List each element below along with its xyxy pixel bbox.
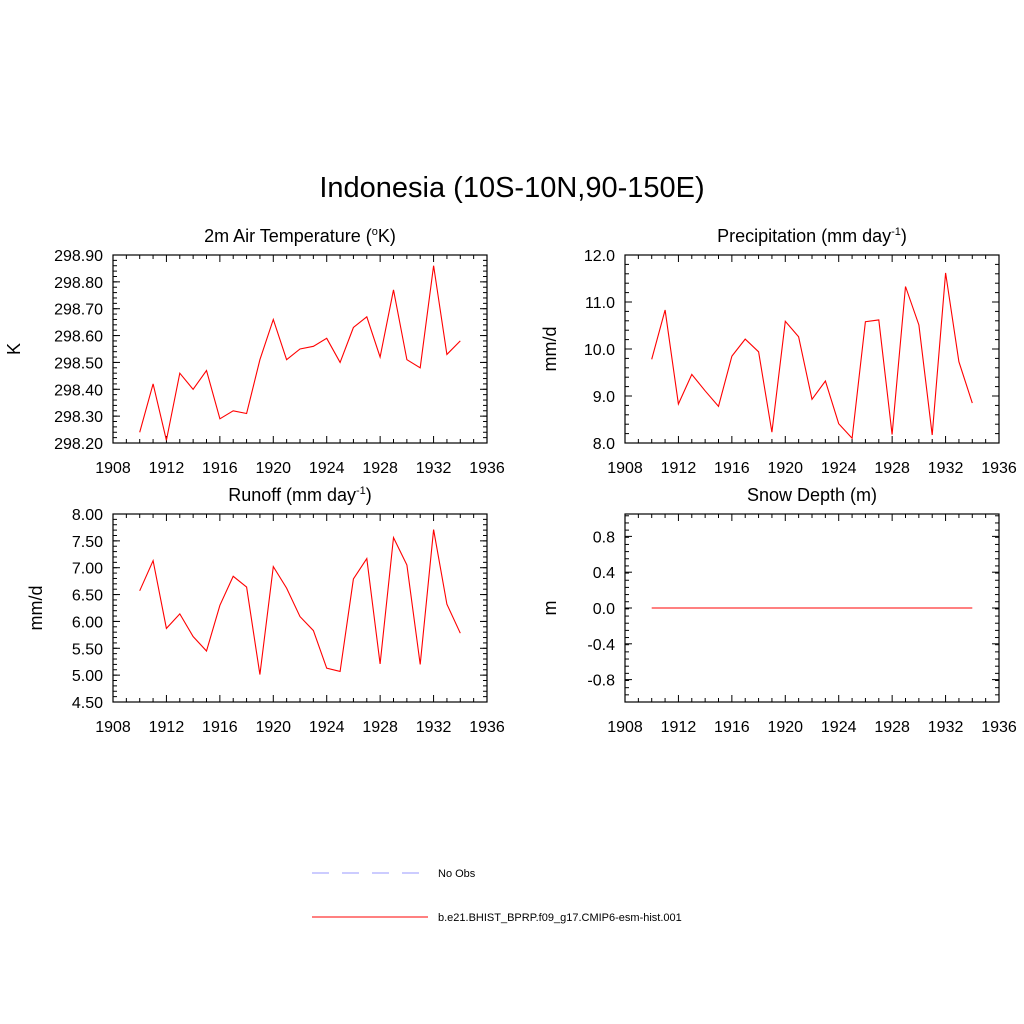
x-tick-label: 1932 (928, 460, 964, 477)
x-tick-label: 1924 (309, 719, 345, 736)
x-tick-label: 1936 (981, 719, 1017, 736)
y-axis-label: m (540, 601, 560, 616)
y-tick-label: 298.30 (54, 409, 103, 426)
y-tick-label: 0.8 (593, 529, 615, 546)
panel-title-text: Snow Depth (m) (747, 485, 877, 505)
y-tick-label: 7.00 (72, 561, 103, 578)
x-tick-label: 1936 (469, 719, 505, 736)
y-axis-label: mm/d (540, 327, 560, 372)
series-line (651, 272, 973, 440)
panel-title-text-end: K) (378, 226, 396, 246)
figure-title: Indonesia (10S-10N,90-150E) (319, 172, 705, 204)
x-tick-label: 1908 (95, 719, 131, 736)
y-tick-label: 0.4 (593, 565, 615, 582)
panel-title: Precipitation (mm day-1) (717, 226, 907, 246)
x-tick-label: 1912 (661, 719, 697, 736)
x-tick-label: 1928 (874, 460, 910, 477)
x-tick-label: 1932 (416, 460, 452, 477)
x-tick-label: 1924 (309, 460, 345, 477)
series-line (139, 529, 461, 675)
panel-title-superscript: o (372, 226, 378, 238)
y-tick-label: 8.0 (593, 436, 615, 453)
y-tick-label: 298.40 (54, 382, 103, 399)
y-tick-label: 298.80 (54, 275, 103, 292)
x-tick-label: 1924 (821, 719, 857, 736)
x-tick-label: 1920 (255, 460, 291, 477)
panel-title-text: Runoff (mm day (228, 485, 356, 505)
legend: No Obs b.e21.BHIST_BPRP.f09_g17.CMIP6-esm… (312, 868, 682, 924)
panel-3: Runoff (mm day-1) 1908 1912 1916 1920 1924 192… (26, 485, 505, 736)
panel-title-superscript: -1 (356, 485, 366, 497)
x-tick-label: 1920 (767, 719, 803, 736)
y-tick-label: -0.4 (587, 637, 615, 654)
y-axis-label: K (4, 343, 24, 355)
x-tick-label: 1912 (149, 460, 185, 477)
x-tick-label: 1908 (95, 460, 131, 477)
x-tick-label: 1916 (202, 460, 238, 477)
panel-title-text-end: ) (366, 485, 372, 505)
panel-title-text-end: ) (901, 226, 907, 246)
x-tick-label: 1912 (661, 460, 697, 477)
x-tick-label: 1928 (362, 460, 398, 477)
y-tick-label: 7.50 (72, 534, 103, 551)
x-tick-label: 1916 (202, 719, 238, 736)
x-tick-label: 1908 (607, 460, 643, 477)
x-tick-label: 1920 (255, 719, 291, 736)
panel-title-text: 2m Air Temperature ( (204, 226, 372, 246)
x-tick-label: 1932 (928, 719, 964, 736)
x-tick-label: 1928 (362, 719, 398, 736)
y-tick-label: 12.0 (584, 248, 615, 265)
panel-title-text: Precipitation (mm day (717, 226, 891, 246)
y-tick-label: -0.8 (587, 673, 615, 690)
y-tick-label: 298.70 (54, 302, 103, 319)
y-tick-label: 9.0 (593, 389, 615, 406)
y-tick-label: 298.20 (54, 436, 103, 453)
y-tick-label: 5.00 (72, 668, 103, 685)
panel-2: Precipitation (mm day-1) 1908 1912 1916 1920… (540, 226, 1017, 477)
series-line (139, 265, 461, 441)
x-tick-label: 1924 (821, 460, 857, 477)
y-tick-label: 298.60 (54, 329, 103, 346)
x-tick-label: 1920 (767, 460, 803, 477)
panel-title: Snow Depth (m) (747, 485, 877, 505)
panel-title: Runoff (mm day-1) (228, 485, 372, 505)
panel-4: Snow Depth (m) 1908 1912 1916 1920 1924 1928 19… (540, 485, 1017, 736)
y-tick-label: 298.90 (54, 248, 103, 265)
y-tick-label: 10.0 (584, 342, 615, 359)
y-tick-label: 298.50 (54, 355, 103, 372)
y-tick-label: 0.0 (593, 601, 615, 618)
plot-frame (624, 254, 1000, 444)
y-tick-label: 5.50 (72, 641, 103, 658)
x-tick-label: 1908 (607, 719, 643, 736)
panel-1: 2m Air Temperature (oK) 1908 1912 1916 1920 1… (4, 226, 505, 477)
y-tick-label: 6.50 (72, 588, 103, 605)
legend-label-2: b.e21.BHIST_BPRP.f09_g17.CMIP6-esm-hist.… (438, 912, 682, 924)
y-axis-label: mm/d (26, 586, 46, 631)
x-tick-label: 1916 (714, 460, 750, 477)
x-tick-label: 1912 (149, 719, 185, 736)
panel-title: 2m Air Temperature (oK) (204, 226, 396, 246)
y-tick-label: 11.0 (585, 295, 615, 312)
x-tick-label: 1936 (981, 460, 1017, 477)
x-tick-label: 1932 (416, 719, 452, 736)
plot-frame (112, 513, 488, 703)
y-tick-label: 6.00 (72, 614, 103, 631)
y-tick-label: 8.00 (72, 507, 103, 524)
x-tick-label: 1928 (874, 719, 910, 736)
y-tick-label: 4.50 (72, 695, 103, 712)
legend-label-1: No Obs (438, 868, 476, 880)
x-tick-label: 1916 (714, 719, 750, 736)
x-tick-label: 1936 (469, 460, 505, 477)
panel-title-superscript: -1 (891, 226, 901, 238)
